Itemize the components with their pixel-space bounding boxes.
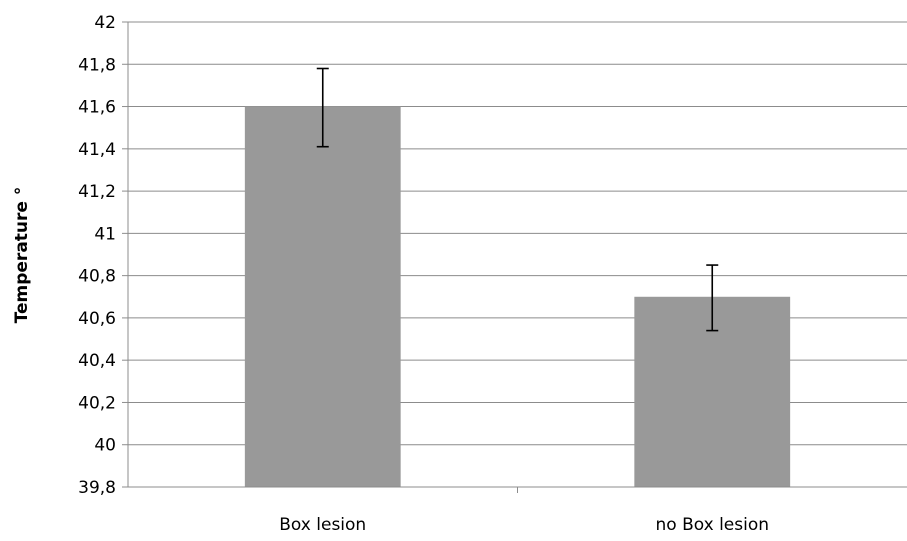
y-tick-label: 41,4 xyxy=(78,140,116,160)
axes xyxy=(122,21,907,493)
y-tick-label: 41,2 xyxy=(78,182,116,202)
y-tick-label: 40,6 xyxy=(78,309,116,329)
y-axis-title: Temperature ° xyxy=(12,187,32,324)
x-tick-label: no Box lesion xyxy=(655,515,769,535)
y-tick-label: 40 xyxy=(94,436,116,456)
y-tick-label: 39,8 xyxy=(78,478,116,498)
y-tick-label: 40,4 xyxy=(78,351,116,371)
y-tick-label: 40,2 xyxy=(78,393,116,413)
error-bars xyxy=(316,67,719,332)
y-tick-labels: 39,8 40 40,2 40,4 40,6 40,8 41 41,2 41,4 41,6 41,8… xyxy=(78,13,116,498)
y-tick-label: 42 xyxy=(94,13,116,33)
y-tick-label: 40,8 xyxy=(78,267,116,287)
y-tick-label: 41,8 xyxy=(78,55,116,75)
x-tick-label: Box lesion xyxy=(279,515,366,535)
bar xyxy=(244,106,401,487)
x-tick-labels: Box lesion no Box lesion xyxy=(279,515,769,535)
y-tick-label: 41,6 xyxy=(78,98,116,118)
bars xyxy=(244,106,791,487)
y-tick-label: 41 xyxy=(94,224,116,244)
